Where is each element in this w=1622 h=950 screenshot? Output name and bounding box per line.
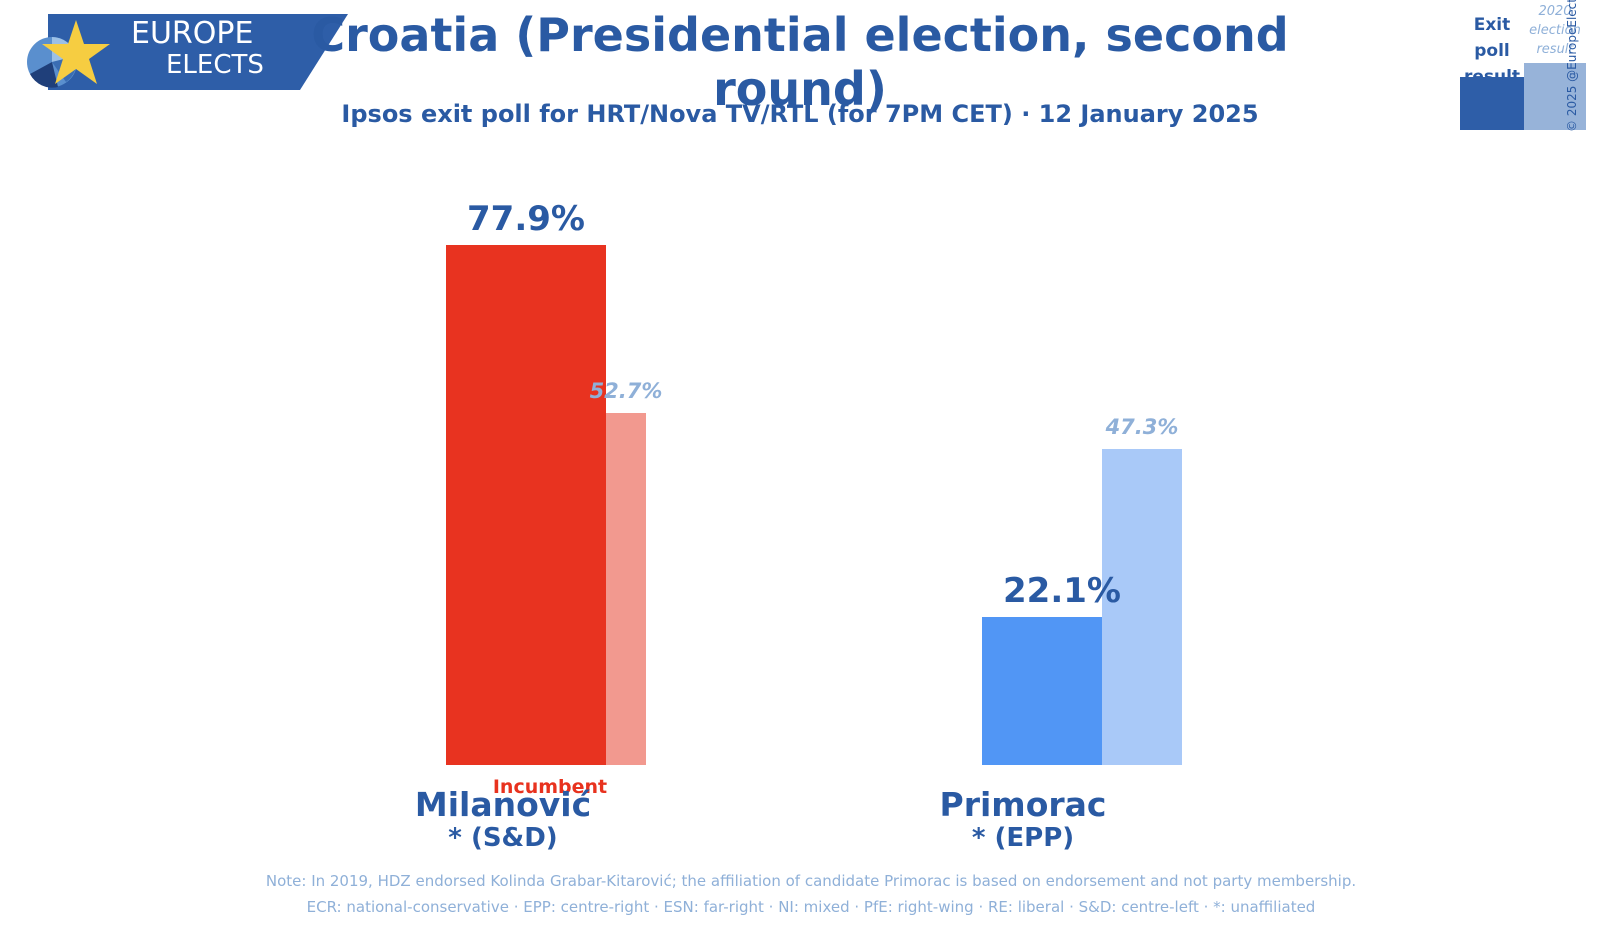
bar-milanovic-exit-poll bbox=[446, 245, 606, 765]
legend-2020-line2: election bbox=[1529, 23, 1581, 38]
logo-text-europe: EUROPE bbox=[131, 16, 254, 51]
incumbent-label: Incumbent bbox=[492, 776, 608, 798]
legend-2020-line1: 2020 bbox=[1538, 4, 1572, 19]
logo-emblem-icon bbox=[27, 20, 110, 88]
chart-subtitle: Ipsos exit poll for HRT/Nova TV/RTL (for… bbox=[341, 100, 1259, 128]
legend: Exit poll result 2020 election result bbox=[1460, 0, 1610, 135]
candidate-group-primorac: * (EPP) bbox=[971, 823, 1075, 853]
bar-milanovic-2020 bbox=[606, 413, 646, 765]
europe-elects-logo: EUROPE ELECTS bbox=[18, 14, 348, 90]
data-label-primorac-exit-poll: 22.1% bbox=[1003, 571, 1121, 612]
legend-exit-poll-line1: Exit poll bbox=[1473, 15, 1511, 61]
legend-2020-label: 2020 election result bbox=[1524, 2, 1586, 59]
data-label-milanovic-2020: 52.7% bbox=[589, 379, 663, 404]
legend-2020-line3: result bbox=[1536, 42, 1574, 57]
data-label-milanovic-exit-poll: 77.9% bbox=[467, 199, 585, 239]
footnote-line-2: ECR: national-conservative · EPP: centre… bbox=[306, 898, 1316, 916]
candidate-name-primorac: Primorac bbox=[939, 785, 1107, 824]
logo-text-elects: ELECTS bbox=[166, 50, 264, 80]
candidate-group-milanovic: * (S&D) bbox=[448, 823, 558, 853]
legend-2020-swatch bbox=[1524, 63, 1586, 130]
data-label-primorac-2020: 47.3% bbox=[1105, 415, 1179, 440]
bar-primorac-2020 bbox=[1102, 449, 1182, 765]
chart-title: Croatia (Presidential election, second r… bbox=[311, 8, 1289, 116]
legend-exit-poll-swatch bbox=[1460, 77, 1524, 130]
candidate-name-milanovic: Milanović bbox=[414, 785, 592, 824]
copyright-text: © 2025 @EuropeElects bbox=[1565, 0, 1579, 132]
footnote-line-1: Note: In 2019, HDZ endorsed Kolinda Grab… bbox=[265, 872, 1357, 890]
